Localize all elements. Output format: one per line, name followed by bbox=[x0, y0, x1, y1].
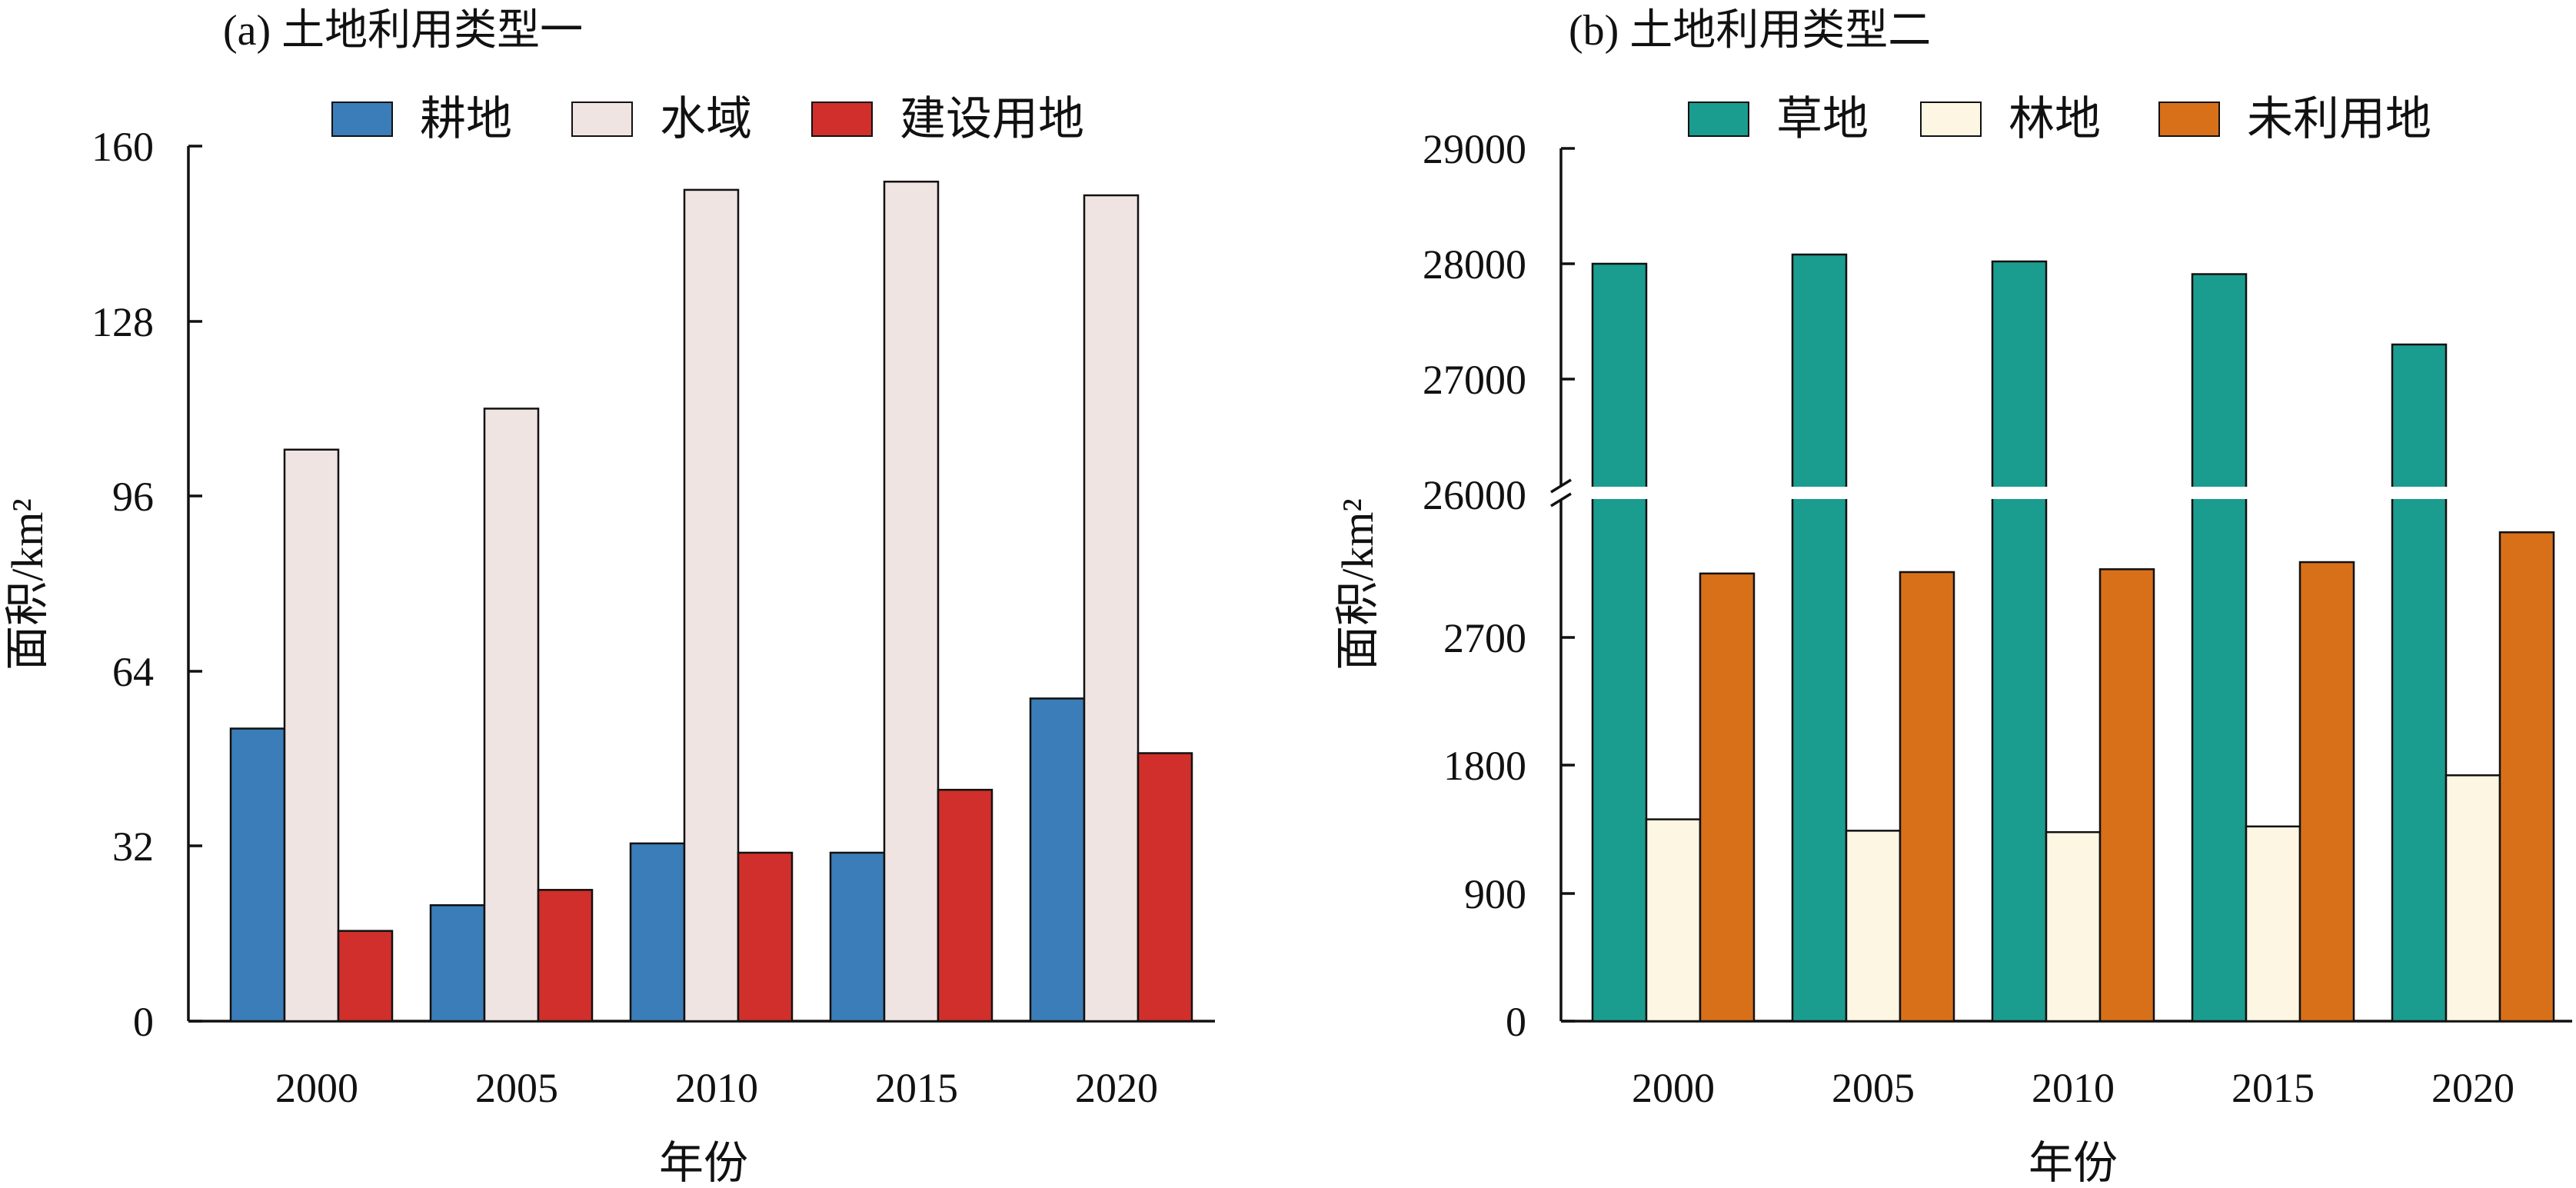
legend-a-swatch-2 bbox=[811, 101, 873, 137]
bar-草地-2000 bbox=[1591, 262, 1648, 1023]
y-tick-label-b-upper-2: 28000 bbox=[1423, 241, 1526, 288]
bar-林地-2015 bbox=[2245, 825, 2301, 1023]
bar-草地-2015 bbox=[2191, 273, 2248, 1023]
legend-a-label-0: 耕地 bbox=[420, 94, 512, 145]
bar-草地-2005 bbox=[1791, 253, 1848, 1023]
bar-未利用地-2010 bbox=[2098, 568, 2155, 1023]
bar-建设用地-2000 bbox=[337, 930, 394, 1023]
bar-耕地-2005 bbox=[429, 903, 486, 1023]
y-tick-label-b-lower-0: 0 bbox=[1506, 999, 1526, 1045]
bar-耕地-2015 bbox=[829, 851, 886, 1023]
bar-建设用地-2005 bbox=[537, 889, 594, 1023]
y-axis-break-mark-upper bbox=[1550, 478, 1572, 494]
legend-b-label-1: 林地 bbox=[2009, 94, 2101, 145]
legend-b-swatch-1 bbox=[1920, 101, 1982, 137]
panel-a-legend: 耕地 水域 建设用地 bbox=[331, 94, 1084, 145]
x-tick-label-a-3: 2015 bbox=[875, 1065, 958, 1111]
panel-a-title: (a) 土地利用类型一 bbox=[223, 7, 583, 55]
x-tick-label-a-1: 2005 bbox=[475, 1065, 558, 1111]
y-tick-label-b-upper-0: 26000 bbox=[1423, 472, 1526, 518]
y-tick-label-a-1: 32 bbox=[112, 824, 154, 870]
y-axis-break-gap bbox=[1530, 487, 2572, 499]
bar-水域-2005 bbox=[483, 408, 540, 1023]
x-tick-label-b-0: 2000 bbox=[1632, 1065, 1715, 1111]
panel-a-x-axis-label: 年份 bbox=[659, 1138, 748, 1188]
bar-水域-2000 bbox=[283, 448, 340, 1023]
panel-b-bars bbox=[1591, 253, 2555, 1023]
bar-未利用地-2015 bbox=[2298, 561, 2355, 1023]
bar-水域-2020 bbox=[1083, 194, 1140, 1023]
panel-a-y-ticks: 0 32 64 96 128 160 bbox=[92, 124, 202, 1045]
panel-b-title: (b) 土地利用类型二 bbox=[1569, 7, 1931, 55]
y-tick-label-a-3: 96 bbox=[112, 474, 154, 520]
x-tick-label-b-2: 2010 bbox=[2032, 1065, 2115, 1111]
panel-b: (b) 土地利用类型二 草地 林地 未利用地 0 900 1800 2700 2… bbox=[1333, 7, 2572, 1188]
bar-水域-2015 bbox=[883, 180, 940, 1023]
legend-b-label-0: 草地 bbox=[1776, 94, 1869, 145]
y-tick-label-a-0: 0 bbox=[133, 999, 154, 1045]
y-tick-label-b-lower-1: 900 bbox=[1464, 871, 1526, 917]
panel-b-y-axis-label: 面积/km² bbox=[1333, 498, 1383, 671]
bar-耕地-2000 bbox=[229, 727, 286, 1023]
y-axis-break-mark-lower bbox=[1550, 492, 1572, 507]
panel-b-y-ticks: 0 900 1800 2700 26000 27000 28000 29000 bbox=[1423, 126, 1575, 1045]
panel-a: (a) 土地利用类型一 耕地 水域 建设用地 0 32 64 96 128 16… bbox=[2, 7, 1215, 1188]
y-tick-label-b-lower-2: 1800 bbox=[1443, 743, 1526, 789]
legend-a-label-1: 水域 bbox=[660, 94, 752, 145]
legend-b-swatch-2 bbox=[2158, 101, 2220, 137]
x-tick-label-a-2: 2010 bbox=[675, 1065, 758, 1111]
panel-b-x-axis-label: 年份 bbox=[2029, 1138, 2118, 1188]
bar-建设用地-2010 bbox=[737, 851, 794, 1023]
bar-林地-2000 bbox=[1645, 818, 1702, 1023]
bar-草地-2020 bbox=[2391, 343, 2448, 1023]
bar-林地-2020 bbox=[2445, 774, 2501, 1023]
y-tick-label-b-lower-3: 2700 bbox=[1443, 615, 1526, 661]
bar-未利用地-2000 bbox=[1699, 572, 1756, 1023]
bar-未利用地-2020 bbox=[2498, 531, 2555, 1023]
y-tick-label-b-upper-1: 27000 bbox=[1423, 357, 1526, 403]
bar-林地-2010 bbox=[2045, 830, 2102, 1023]
bar-林地-2005 bbox=[1845, 830, 1902, 1023]
bar-建设用地-2015 bbox=[937, 788, 993, 1023]
bar-耕地-2020 bbox=[1029, 697, 1086, 1023]
bar-耕地-2010 bbox=[629, 842, 686, 1023]
x-tick-label-b-3: 2015 bbox=[2232, 1065, 2315, 1111]
bar-建设用地-2020 bbox=[1137, 752, 1193, 1023]
x-tick-label-a-0: 2000 bbox=[275, 1065, 358, 1111]
legend-a-swatch-0 bbox=[331, 101, 393, 137]
panel-a-bars bbox=[229, 180, 1193, 1023]
legend-a-label-2: 建设用地 bbox=[900, 94, 1084, 145]
x-tick-label-b-4: 2020 bbox=[2431, 1065, 2514, 1111]
y-tick-label-a-4: 128 bbox=[92, 299, 154, 345]
bar-未利用地-2005 bbox=[1899, 571, 1955, 1023]
x-tick-label-b-1: 2005 bbox=[1832, 1065, 1915, 1111]
legend-b-swatch-0 bbox=[1688, 101, 1749, 137]
x-tick-label-a-4: 2020 bbox=[1075, 1065, 1158, 1111]
bar-草地-2010 bbox=[1991, 260, 2048, 1023]
legend-a-swatch-1 bbox=[571, 101, 633, 137]
y-tick-label-a-5: 160 bbox=[92, 124, 154, 170]
bar-水域-2010 bbox=[683, 188, 740, 1023]
legend-b-label-2: 未利用地 bbox=[2247, 94, 2431, 145]
panel-a-y-axis-label: 面积/km² bbox=[2, 498, 52, 671]
panel-b-legend: 草地 林地 未利用地 bbox=[1688, 94, 2431, 145]
y-tick-label-b-upper-3: 29000 bbox=[1423, 126, 1526, 172]
y-tick-label-a-2: 64 bbox=[112, 649, 154, 695]
